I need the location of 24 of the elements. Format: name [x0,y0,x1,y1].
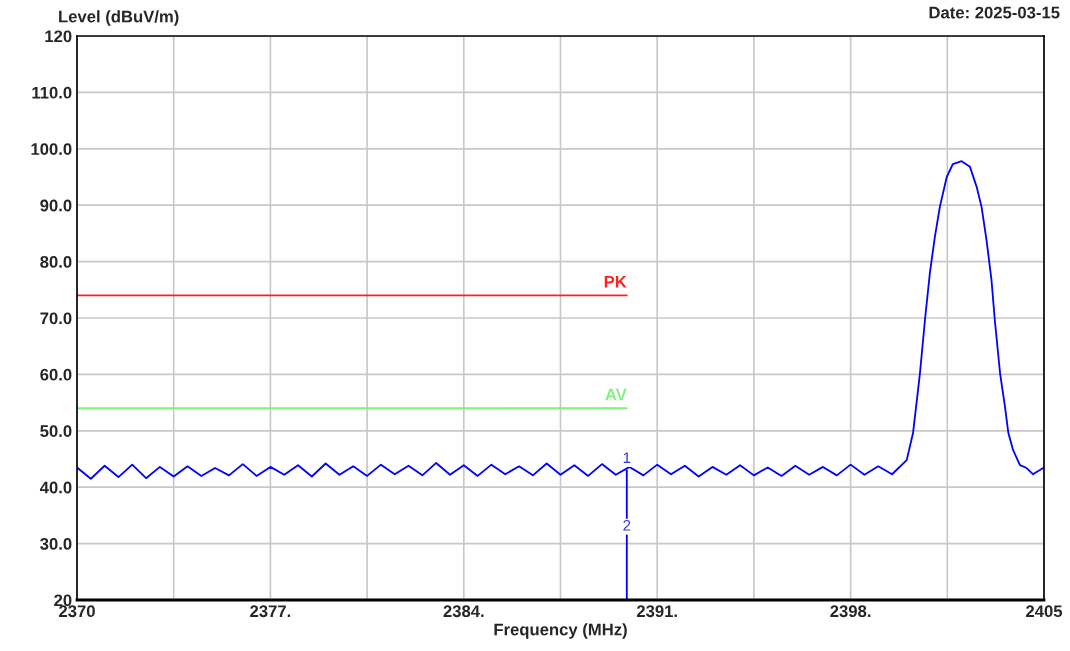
x-tick-label: 2391. [636,605,677,618]
y-tick-label: 30.0 [40,538,72,550]
x-tick-label: 2377. [250,605,291,618]
chart-title: Date: 2025-03-15 [929,6,1060,19]
x-tick-label: 2398. [830,605,871,618]
y-tick-label: 120 [45,30,72,43]
y-tick-label: 40.0 [39,481,72,494]
y-tick-label: 90.0 [40,199,72,212]
x-tick-label: 2405 [1026,605,1063,618]
y-tick-label: 50.0 [40,425,72,437]
series-label: PK [604,276,627,288]
series-label: AV [605,388,627,401]
y-axis-title: Level (dBuV/m) [59,10,179,26]
y-tick-label: 110.0 [32,86,72,99]
x-tick-label: 2370 [59,605,95,618]
annotation: 2 [623,519,631,531]
y-tick-label: 20 [54,594,72,607]
x-tick-label: 2384. [443,605,484,618]
annotation: 1 [623,452,631,463]
y-tick-label: 80.0 [40,256,72,268]
y-tick-label: 60.0 [40,368,72,381]
x-axis-title: Frequency (MHz) [494,623,627,639]
y-tick-label: 70.0 [40,312,72,325]
y-tick-label: 100.0 [31,143,72,155]
